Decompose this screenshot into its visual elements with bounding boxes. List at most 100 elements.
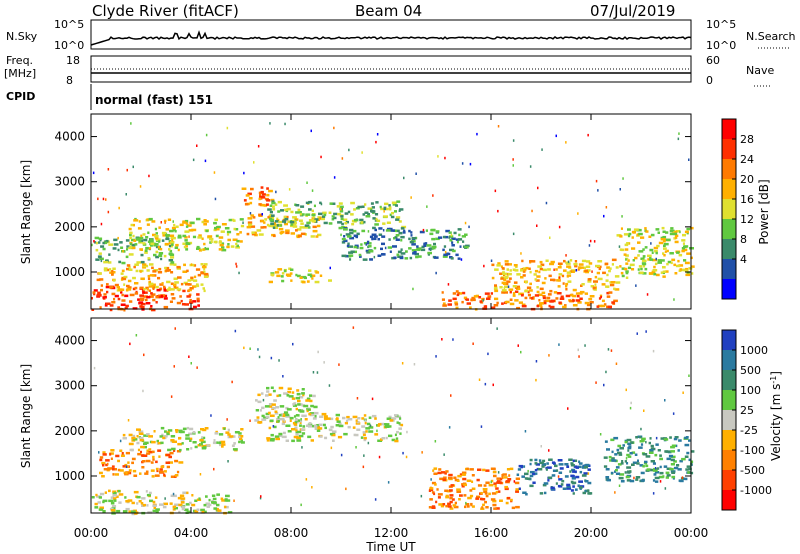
heatmap-cell xyxy=(503,272,508,276)
heatmap-cell xyxy=(633,228,639,231)
heatmap-cell xyxy=(132,276,136,280)
heatmap-cell xyxy=(642,272,647,275)
heatmap-cell xyxy=(620,462,624,465)
heatmap-cell xyxy=(296,430,302,434)
heatmap-cell xyxy=(169,244,174,248)
heatmap-cell xyxy=(636,233,639,236)
heatmap-cell xyxy=(290,210,294,214)
heatmap-cell xyxy=(118,206,120,210)
y-tick-label: 4000 xyxy=(54,130,85,144)
heatmap-cell xyxy=(170,261,175,264)
heatmap-cell xyxy=(521,475,525,478)
heatmap-cell xyxy=(629,406,632,410)
heatmap-cell xyxy=(329,432,333,436)
heatmap-cell xyxy=(127,461,130,464)
heatmap-cell xyxy=(409,240,414,244)
heatmap-cell xyxy=(536,290,540,294)
heatmap-cell xyxy=(490,479,494,483)
heatmap-cell xyxy=(261,213,263,216)
heatmap-cell xyxy=(550,299,556,303)
heatmap-cell xyxy=(530,260,536,263)
heatmap-cell xyxy=(637,254,640,257)
heatmap-cell xyxy=(91,297,93,300)
heatmap-cell xyxy=(358,253,362,257)
heatmap-cell xyxy=(648,235,652,238)
heatmap-cell xyxy=(181,507,185,511)
heatmap-cell xyxy=(296,420,299,424)
heatmap-cell xyxy=(168,244,172,248)
heatmap-cell xyxy=(142,233,146,236)
heatmap-cell xyxy=(466,302,471,305)
heatmap-cell xyxy=(137,452,142,456)
heatmap-cell xyxy=(431,228,436,232)
heatmap-cell xyxy=(679,268,682,271)
heatmap-cell xyxy=(155,460,158,464)
heatmap-cell xyxy=(296,389,300,392)
heatmap-cell xyxy=(152,509,158,513)
heatmap-cell xyxy=(399,256,404,260)
heatmap-cell xyxy=(640,443,644,446)
noise-sky-line xyxy=(90,30,692,46)
heatmap-cell xyxy=(593,240,596,243)
heatmap-cell xyxy=(657,449,661,452)
heatmap-cell xyxy=(583,472,588,475)
heatmap-cell xyxy=(627,446,632,450)
heatmap-cell xyxy=(395,229,400,233)
heatmap-cell xyxy=(558,471,563,474)
heatmap-cell xyxy=(302,425,306,428)
heatmap-cell xyxy=(281,422,285,426)
heatmap-cell xyxy=(645,440,647,444)
heatmap-cell xyxy=(374,235,378,238)
heatmap-cell xyxy=(632,259,635,262)
heatmap-cell xyxy=(442,304,447,307)
heatmap-cell xyxy=(254,233,258,237)
heatmap-cell xyxy=(328,279,332,282)
heatmap-cell xyxy=(153,430,156,433)
heatmap-cell xyxy=(494,268,499,271)
heatmap-cell xyxy=(304,418,308,421)
heatmap-cell xyxy=(385,207,389,211)
heatmap-cell xyxy=(300,232,306,236)
heatmap-cell xyxy=(636,462,640,465)
heatmap-cell xyxy=(107,168,110,171)
heatmap-cell xyxy=(588,278,592,281)
heatmap-cell xyxy=(94,502,98,506)
heatmap-cell xyxy=(99,506,104,509)
heatmap-cell xyxy=(188,288,192,292)
heatmap-cell xyxy=(514,269,519,272)
heatmap-cell xyxy=(261,414,265,418)
heatmap-cell xyxy=(244,203,249,206)
heatmap-cell xyxy=(624,471,627,474)
heatmap-cell xyxy=(485,494,489,498)
heatmap-cell xyxy=(549,262,554,266)
heatmap-cell xyxy=(296,414,300,417)
heatmap-cell xyxy=(269,204,273,207)
heatmap-cell xyxy=(151,220,156,223)
heatmap-cell xyxy=(558,343,560,346)
heatmap-cell xyxy=(243,199,247,202)
heatmap-cell xyxy=(461,471,467,474)
heatmap-cell xyxy=(114,283,119,287)
heatmap-cell xyxy=(504,485,508,489)
heatmap-cell xyxy=(263,221,266,224)
heatmap-cell xyxy=(529,296,532,300)
heatmap-cell xyxy=(567,260,570,264)
heatmap-cell xyxy=(451,237,456,240)
x-tick-label: 00:00 xyxy=(74,526,109,540)
x-axis-label: Time UT xyxy=(365,540,416,554)
heatmap-cell xyxy=(671,444,676,447)
heatmap-cell xyxy=(154,227,157,231)
heatmap-cell xyxy=(155,250,159,254)
heatmap-cell xyxy=(539,302,544,305)
heatmap-cell xyxy=(688,458,691,462)
heatmap-cell xyxy=(125,289,129,292)
heatmap-cell xyxy=(482,468,486,472)
heatmap-cell xyxy=(674,272,678,275)
heatmap-cell xyxy=(376,429,378,433)
heatmap-cell xyxy=(464,246,469,249)
heatmap-cell xyxy=(140,248,143,251)
heatmap-cell xyxy=(448,236,451,239)
heatmap-cell xyxy=(547,293,552,296)
heatmap-cell xyxy=(670,470,676,473)
